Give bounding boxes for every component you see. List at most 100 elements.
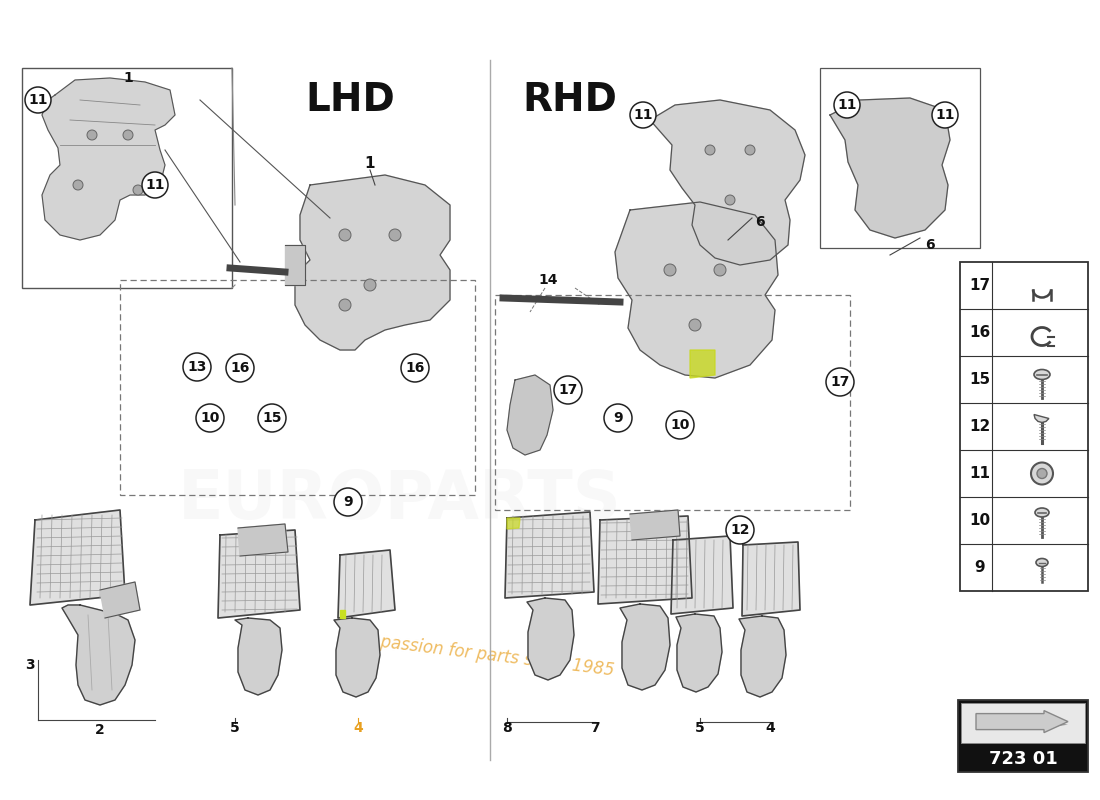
Polygon shape: [620, 604, 670, 690]
Text: 11: 11: [634, 108, 652, 122]
Polygon shape: [650, 100, 805, 265]
Polygon shape: [671, 536, 733, 614]
Text: 8: 8: [502, 721, 512, 735]
Polygon shape: [338, 550, 395, 618]
Circle shape: [826, 368, 854, 396]
Polygon shape: [238, 524, 288, 556]
Text: 7: 7: [591, 721, 600, 735]
Text: 6: 6: [756, 215, 764, 229]
Circle shape: [334, 488, 362, 516]
Text: 2: 2: [95, 723, 104, 737]
Text: 9: 9: [613, 411, 623, 425]
Circle shape: [664, 264, 676, 276]
Circle shape: [604, 404, 632, 432]
Text: 9: 9: [975, 560, 986, 575]
Text: RHD: RHD: [522, 81, 617, 119]
Circle shape: [725, 195, 735, 205]
Circle shape: [554, 376, 582, 404]
Circle shape: [834, 92, 860, 118]
Circle shape: [932, 102, 958, 128]
Polygon shape: [295, 175, 450, 350]
Circle shape: [142, 172, 168, 198]
Text: 11: 11: [837, 98, 857, 112]
Circle shape: [745, 145, 755, 155]
Circle shape: [339, 299, 351, 311]
Text: 1: 1: [123, 71, 133, 85]
Polygon shape: [690, 350, 715, 378]
Text: 10: 10: [670, 418, 690, 432]
Circle shape: [25, 87, 51, 113]
Polygon shape: [505, 512, 594, 598]
Polygon shape: [507, 518, 520, 529]
Text: LHD: LHD: [305, 81, 395, 119]
Text: 14: 14: [538, 273, 558, 287]
Circle shape: [689, 319, 701, 331]
Bar: [961, 703, 1085, 742]
Text: 9: 9: [343, 495, 353, 509]
Circle shape: [402, 354, 429, 382]
Ellipse shape: [1035, 508, 1049, 517]
Circle shape: [714, 264, 726, 276]
Text: 723 01: 723 01: [989, 750, 1057, 768]
Bar: [495, 295, 850, 510]
Text: 11: 11: [935, 108, 955, 122]
Circle shape: [183, 353, 211, 381]
Polygon shape: [62, 605, 135, 705]
Polygon shape: [42, 78, 175, 240]
Text: 16: 16: [405, 361, 425, 375]
Text: 4: 4: [353, 721, 363, 735]
Circle shape: [226, 354, 254, 382]
Text: 13: 13: [187, 360, 207, 374]
Bar: [22, 68, 232, 288]
Polygon shape: [100, 582, 140, 618]
Polygon shape: [676, 614, 722, 692]
Text: 10: 10: [200, 411, 220, 425]
Circle shape: [630, 102, 656, 128]
Circle shape: [1037, 469, 1047, 478]
Ellipse shape: [1034, 370, 1050, 379]
Bar: [958, 700, 1088, 772]
Circle shape: [666, 411, 694, 439]
Circle shape: [364, 279, 376, 291]
Text: 12: 12: [730, 523, 750, 537]
Polygon shape: [630, 510, 680, 540]
Text: 5: 5: [230, 721, 240, 735]
Circle shape: [705, 145, 715, 155]
Polygon shape: [30, 510, 125, 605]
Polygon shape: [830, 98, 950, 238]
Bar: [120, 280, 475, 495]
Text: 16: 16: [230, 361, 250, 375]
Text: 15: 15: [262, 411, 282, 425]
Circle shape: [389, 229, 402, 241]
Text: 16: 16: [969, 325, 991, 340]
Text: 11: 11: [969, 466, 990, 481]
Text: 1: 1: [365, 155, 375, 170]
Circle shape: [133, 185, 143, 195]
Text: 17: 17: [969, 278, 991, 293]
Polygon shape: [507, 375, 553, 455]
Text: 3: 3: [25, 658, 35, 672]
Polygon shape: [340, 610, 345, 618]
FancyArrow shape: [978, 721, 1068, 729]
Polygon shape: [527, 598, 574, 680]
Polygon shape: [235, 618, 282, 695]
Bar: [820, 68, 980, 248]
Text: 12: 12: [969, 419, 991, 434]
Text: 6: 6: [925, 238, 935, 252]
Polygon shape: [615, 202, 778, 378]
Circle shape: [73, 180, 82, 190]
Polygon shape: [1034, 414, 1049, 422]
Text: 17: 17: [830, 375, 849, 389]
Circle shape: [726, 516, 754, 544]
Text: a passion for parts since 1985: a passion for parts since 1985: [364, 630, 616, 679]
Circle shape: [339, 229, 351, 241]
FancyArrow shape: [976, 710, 1068, 733]
Text: 17: 17: [559, 383, 578, 397]
Circle shape: [87, 130, 97, 140]
Polygon shape: [285, 245, 305, 285]
Text: 15: 15: [969, 372, 991, 387]
Text: 4: 4: [766, 721, 774, 735]
Text: 10: 10: [969, 513, 991, 528]
Bar: [960, 262, 1088, 591]
Text: 5: 5: [695, 721, 705, 735]
